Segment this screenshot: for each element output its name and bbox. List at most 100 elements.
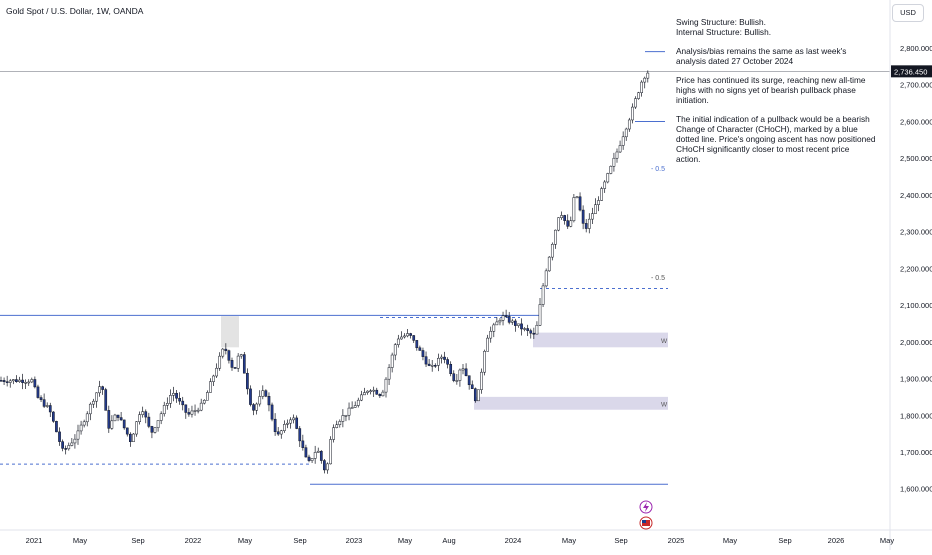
candle-body (369, 390, 372, 393)
current-price-label: 2,736.450 (894, 67, 927, 76)
x-tick-label: 2026 (828, 536, 845, 545)
analysis-notes: Swing Structure: Bullish. Internal Struc… (676, 17, 876, 173)
candle-body (295, 417, 299, 429)
candle-body (301, 440, 305, 448)
candle-body (381, 391, 385, 397)
candle-body (55, 421, 58, 433)
candle-body (101, 386, 104, 390)
candle-body (8, 380, 12, 383)
candle-body (224, 348, 228, 351)
candle-body (283, 424, 286, 431)
candle-body (95, 392, 98, 402)
zones-layer (221, 316, 668, 410)
candle-body (61, 441, 64, 449)
candle-body (33, 379, 37, 388)
candle-body (356, 399, 360, 406)
zone-label: W (661, 338, 668, 345)
candle-body (150, 426, 154, 433)
demand-zone (474, 396, 668, 410)
currency-button[interactable]: USD (892, 4, 924, 22)
candle-body (289, 419, 292, 424)
candle-body (437, 357, 440, 366)
candle-body (42, 399, 46, 407)
candle-body (239, 354, 243, 357)
candle-body (313, 452, 317, 459)
candle-body (544, 270, 548, 287)
candle-body (319, 450, 323, 461)
candle-body (467, 375, 471, 386)
candle-body (591, 213, 594, 220)
candle-body (572, 197, 576, 222)
candle-body (261, 390, 265, 397)
candle-body (122, 419, 126, 429)
candle-body (473, 388, 477, 402)
candle-body (646, 72, 650, 79)
candle-body (193, 410, 197, 412)
candle-body (594, 204, 597, 214)
candle-body (73, 438, 77, 444)
candle-body (292, 417, 295, 421)
candle-body (563, 215, 566, 221)
y-tick-label: 2,500.000 (900, 154, 932, 163)
candle-body (258, 396, 262, 405)
candle-body (27, 381, 31, 384)
candle-body (187, 412, 191, 415)
candle-body (517, 323, 520, 326)
y-tick-label: 1,700.000 (900, 448, 932, 457)
candle-body (393, 344, 397, 356)
candle-body (165, 403, 169, 406)
candle-body (221, 348, 225, 357)
candle-body (418, 347, 422, 351)
candle-body (76, 430, 80, 440)
candle-body (510, 320, 514, 323)
candle-body (363, 392, 366, 396)
candle-body (621, 136, 625, 146)
candle-body (341, 415, 345, 422)
candle-body (403, 335, 406, 338)
candle-body (566, 220, 570, 227)
note-bias: Analysis/bias remains the same as last w… (676, 46, 847, 66)
candle-body (45, 405, 49, 407)
candle-body (119, 417, 123, 421)
candle-body (498, 320, 502, 323)
x-tick-label: Sep (614, 536, 627, 545)
candle-body (624, 128, 628, 138)
candle-body (480, 371, 483, 390)
candle-body (141, 411, 145, 415)
candle-body (82, 421, 86, 426)
candle-body (246, 372, 249, 390)
candle-body (458, 369, 462, 381)
candle-body (30, 379, 34, 383)
candle-body (452, 373, 456, 381)
candle-body (36, 386, 40, 398)
candle-body (242, 354, 246, 374)
x-tick-label: May (723, 536, 737, 545)
candle-body (344, 414, 348, 417)
candle-body (264, 390, 268, 397)
candle-body (267, 396, 271, 406)
candle-body (440, 356, 443, 359)
symbol-title: Gold Spot / U.S. Dollar, 1W, OANDA (6, 6, 144, 16)
candle-body (427, 363, 431, 366)
candle-body (181, 400, 185, 406)
candle-body (643, 77, 647, 83)
candle-body (276, 431, 280, 435)
zone-label: W (661, 401, 668, 408)
range-box (221, 316, 239, 348)
candle-body (557, 217, 560, 231)
candle-body (107, 410, 111, 429)
candle-body (104, 389, 108, 411)
candle-body (298, 428, 302, 442)
x-tick-label: Sep (131, 536, 144, 545)
candle-body (538, 304, 542, 326)
demand-zone (533, 332, 668, 348)
candle-body (110, 420, 114, 429)
x-tick-label: Sep (778, 536, 791, 545)
candle-body (424, 356, 428, 365)
candle-body (64, 448, 68, 450)
candle-body (587, 218, 591, 229)
candle-body (218, 355, 222, 369)
candle-body (486, 337, 489, 352)
x-tick-label: May (562, 536, 576, 545)
